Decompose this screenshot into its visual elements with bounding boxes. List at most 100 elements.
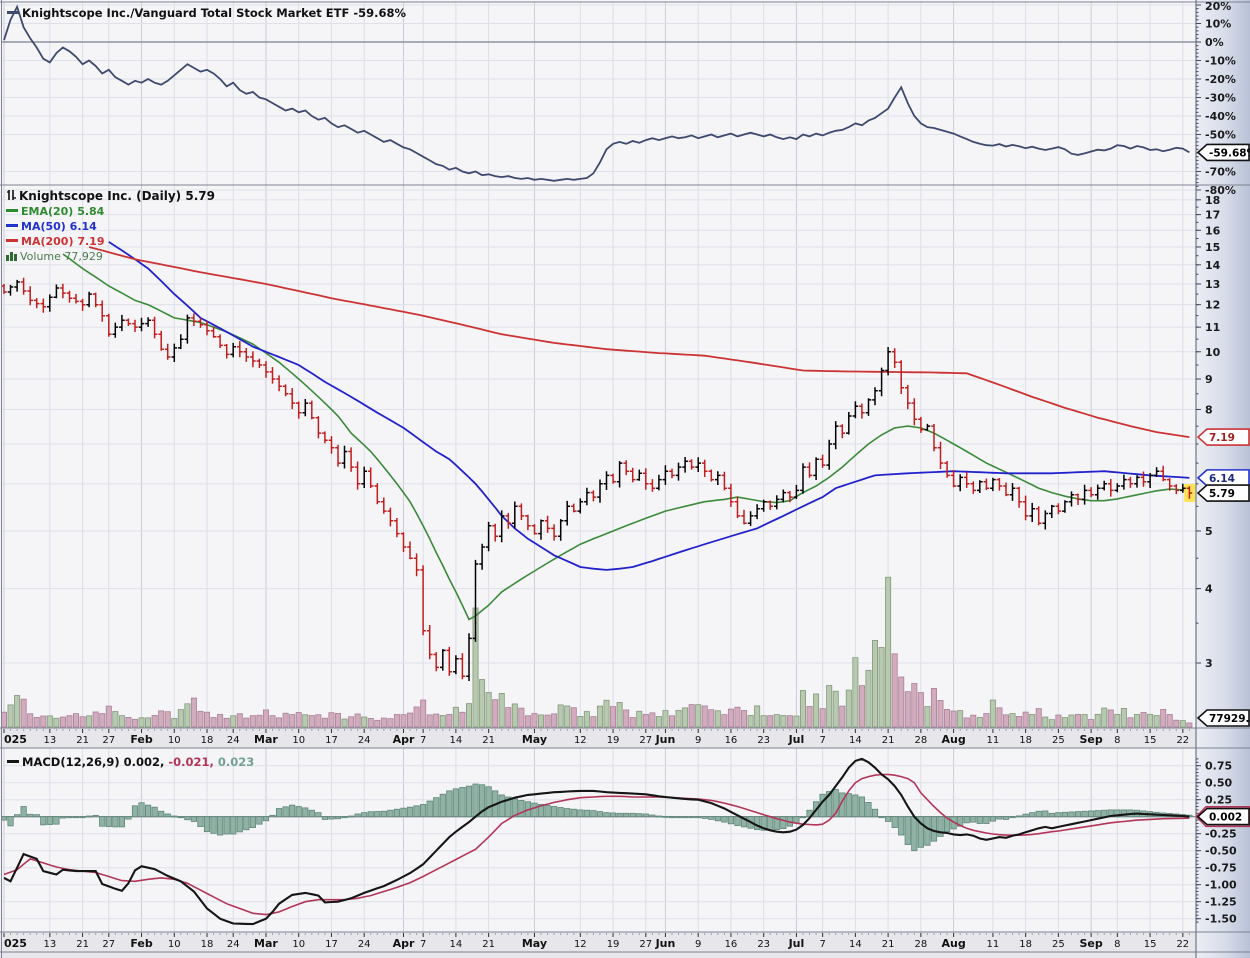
- macd-histogram-bar: [590, 810, 597, 818]
- x-axis-label: 17: [325, 735, 338, 746]
- volume-bar: [793, 715, 800, 728]
- price-axis-label: 13: [1205, 278, 1220, 291]
- macd-histogram-bar: [852, 794, 859, 818]
- candle: [721, 471, 728, 491]
- candle: [1153, 467, 1160, 477]
- volume-bar: [426, 714, 433, 728]
- candle: [944, 461, 950, 478]
- volume-bar: [629, 717, 636, 728]
- candle: [1016, 486, 1022, 508]
- candle: [839, 424, 846, 439]
- overlay-line-MA(50): [108, 241, 1190, 571]
- candle: [577, 498, 584, 514]
- macd-histogram-bar: [478, 784, 486, 818]
- ratio-axis-label: 10%: [1205, 18, 1231, 31]
- x-axis-label: May: [522, 733, 547, 746]
- volume-bar: [40, 715, 47, 728]
- volume-bar: [262, 709, 269, 728]
- candle: [322, 431, 328, 444]
- price-axis-label: 12: [1205, 299, 1220, 312]
- candle: [774, 495, 780, 510]
- candle: [1173, 484, 1180, 495]
- x-axis-label: 9: [695, 939, 701, 950]
- ratio-axis-label: 20%: [1205, 0, 1231, 13]
- macd-histogram-bar: [511, 798, 518, 818]
- candle: [878, 367, 885, 397]
- candle: [276, 375, 282, 392]
- candle: [846, 412, 852, 435]
- volume-bar: [937, 700, 944, 728]
- volume-bar: [433, 713, 440, 728]
- candle: [269, 367, 276, 384]
- macd-histogram-bar: [118, 816, 125, 828]
- x-axis-label: 8: [1114, 939, 1120, 950]
- x-axis-label: 28: [914, 735, 927, 746]
- candle: [106, 313, 112, 337]
- macd-histogram-bar: [629, 812, 636, 818]
- x-axis-label: 10: [292, 735, 305, 746]
- candle: [760, 499, 767, 512]
- volume-bar: [302, 714, 309, 728]
- volume-bar: [125, 717, 132, 728]
- volume-bar: [99, 713, 106, 728]
- ratio-axis-label: -50%: [1205, 129, 1236, 142]
- x-axis-label: 27: [102, 939, 115, 950]
- candle: [132, 319, 138, 332]
- volume-bar: [190, 697, 197, 728]
- macd-histogram-bar: [59, 816, 67, 819]
- candle: [184, 314, 191, 344]
- candle: [400, 532, 407, 552]
- volume-bar: [786, 715, 793, 728]
- volume-bar: [930, 687, 937, 728]
- candle: [256, 358, 263, 368]
- x-axis-label: 14: [450, 735, 463, 746]
- volume-bar: [858, 685, 865, 728]
- candle: [178, 334, 184, 350]
- macd-histogram-bar: [845, 793, 852, 818]
- volume-bar: [623, 709, 630, 728]
- ratio-line: [3, 4, 1190, 182]
- volume-bar: [459, 711, 466, 728]
- volume-bar: [538, 714, 545, 728]
- candle: [413, 553, 420, 577]
- candle: [1068, 491, 1075, 507]
- x-axis-label: 24: [227, 735, 240, 746]
- x-axis-label: 23: [757, 939, 770, 950]
- candle: [937, 441, 944, 469]
- x-axis-label: Feb: [130, 733, 153, 746]
- macd-histogram-bar: [1114, 809, 1121, 818]
- candle: [1134, 475, 1140, 488]
- macd-histogram-bar: [996, 816, 1003, 820]
- candle: [1180, 483, 1186, 493]
- macd-histogram-bar: [623, 812, 630, 818]
- macd-histogram-bar: [1015, 815, 1023, 818]
- macd-histogram-bar: [79, 816, 86, 819]
- volume-bar: [439, 715, 446, 728]
- macd-histogram-bar: [197, 816, 204, 827]
- volume-bar: [1061, 717, 1068, 728]
- macd-histogram-bar: [970, 816, 977, 823]
- candle: [918, 416, 924, 433]
- macd-axis-label: -0.50: [1205, 845, 1237, 858]
- candle: [1108, 479, 1114, 497]
- macd-histogram-bar: [7, 816, 14, 827]
- macd-histogram-bar: [668, 816, 676, 819]
- x-axis-label: 21: [76, 735, 89, 746]
- macd-histogram-bar: [282, 806, 289, 818]
- x-axis-label: 22: [1176, 939, 1189, 950]
- x-axis-label: 7: [420, 939, 426, 950]
- x-axis-label: 7: [420, 735, 426, 746]
- volume-bar: [289, 714, 296, 728]
- volume-bar: [898, 676, 905, 728]
- x-axis-label: 025: [4, 937, 27, 950]
- macd-histogram-bar: [472, 783, 479, 818]
- macd-histogram-bar: [858, 796, 866, 818]
- candle: [171, 343, 178, 362]
- candle: [250, 351, 256, 368]
- volume-bar: [374, 719, 381, 728]
- volume-bar: [158, 710, 165, 728]
- candle: [688, 459, 695, 470]
- volume-bar: [341, 718, 348, 728]
- volume-bar: [1114, 714, 1121, 728]
